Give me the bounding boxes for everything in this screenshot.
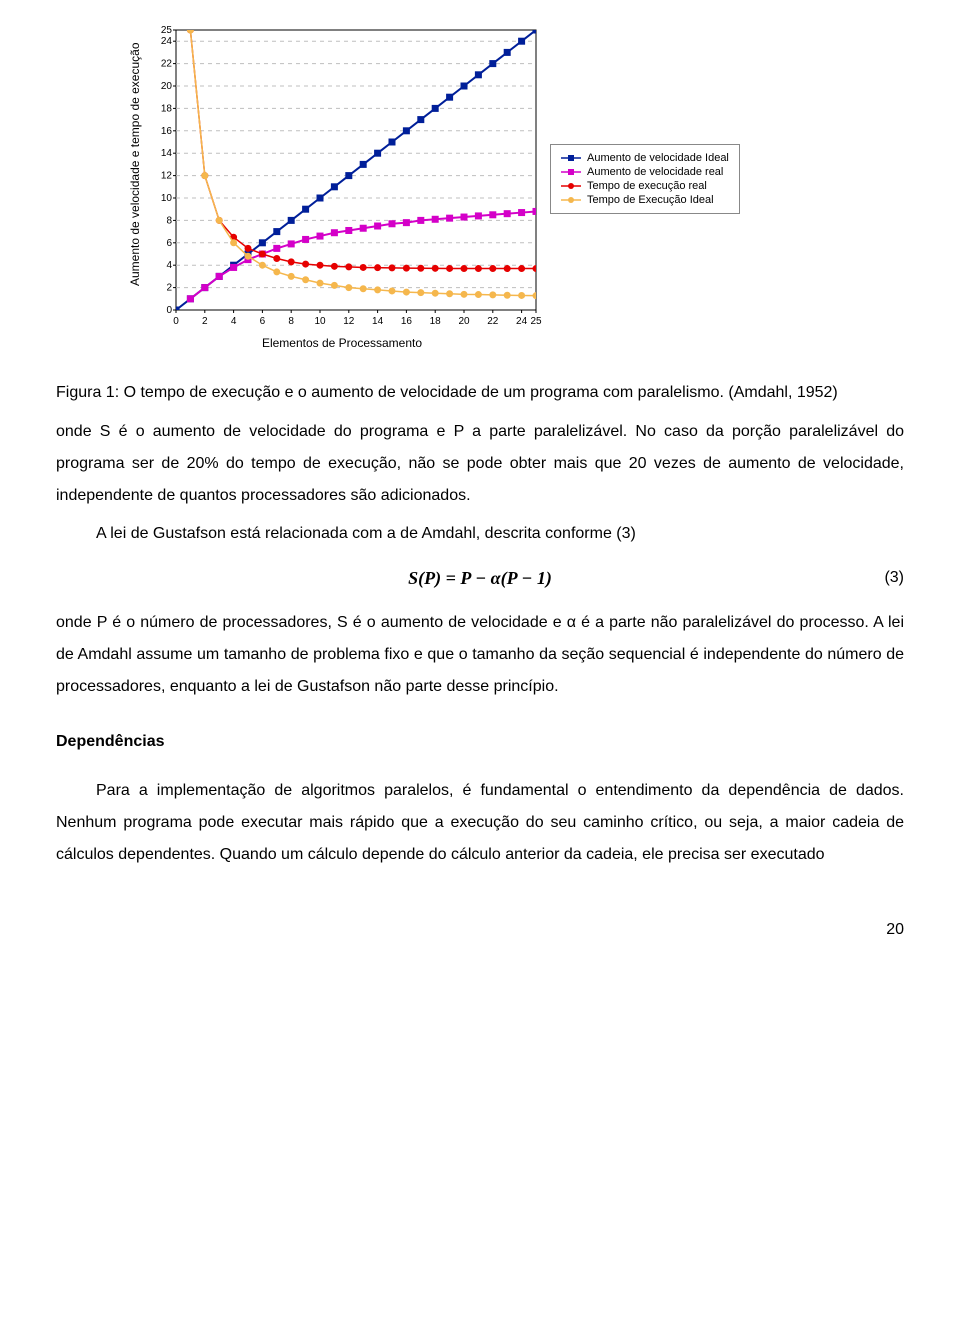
legend-label: Tempo de execução real bbox=[587, 180, 707, 192]
svg-text:22: 22 bbox=[161, 59, 173, 70]
svg-text:25: 25 bbox=[161, 25, 173, 36]
legend-item: Tempo de execução real bbox=[561, 179, 729, 193]
legend: Aumento de velocidade Ideal Aumento de ve… bbox=[550, 144, 740, 214]
legend-label: Aumento de velocidade real bbox=[587, 166, 723, 178]
svg-text:14: 14 bbox=[372, 316, 384, 327]
legend-label: Tempo de Execução Ideal bbox=[587, 194, 714, 206]
svg-text:20: 20 bbox=[458, 316, 470, 327]
svg-text:2: 2 bbox=[202, 316, 208, 327]
y-axis-label: Aumento de velocidade e tempo de execuçã… bbox=[126, 24, 142, 304]
legend-label: Aumento de velocidade Ideal bbox=[587, 152, 729, 164]
equation-3: S(P) = P − α(P − 1) (3) bbox=[56, 568, 904, 589]
svg-text:18: 18 bbox=[161, 103, 173, 114]
svg-text:24: 24 bbox=[161, 36, 173, 47]
figure-caption: Figura 1: O tempo de execução e o aument… bbox=[56, 380, 904, 406]
chart-column: 0246810121416182022242502468101214161820… bbox=[142, 24, 542, 350]
page-number: 20 bbox=[56, 921, 904, 939]
svg-text:2: 2 bbox=[166, 283, 172, 294]
svg-text:4: 4 bbox=[166, 260, 172, 271]
legend-item: Aumento de velocidade real bbox=[561, 165, 729, 179]
svg-text:14: 14 bbox=[161, 148, 173, 159]
svg-text:8: 8 bbox=[288, 316, 294, 327]
svg-text:10: 10 bbox=[314, 316, 326, 327]
chart-container: Aumento de velocidade e tempo de execuçã… bbox=[126, 24, 904, 350]
svg-text:24: 24 bbox=[516, 316, 528, 327]
svg-text:16: 16 bbox=[161, 126, 173, 137]
svg-text:6: 6 bbox=[260, 316, 266, 327]
svg-text:8: 8 bbox=[166, 215, 172, 226]
svg-text:20: 20 bbox=[161, 81, 173, 92]
svg-text:0: 0 bbox=[173, 316, 179, 327]
document-body: Figura 1: O tempo de execução e o aument… bbox=[56, 380, 904, 939]
svg-text:6: 6 bbox=[166, 238, 172, 249]
legend-item: Aumento de velocidade Ideal bbox=[561, 151, 729, 165]
equation-number: (3) bbox=[884, 569, 904, 587]
svg-text:12: 12 bbox=[343, 316, 355, 327]
svg-text:16: 16 bbox=[401, 316, 413, 327]
paragraph-4: Para a implementação de algoritmos paral… bbox=[56, 775, 904, 871]
equation-text: S(P) = P − α(P − 1) bbox=[408, 568, 552, 589]
paragraph-2: A lei de Gustafson está relacionada com … bbox=[56, 518, 904, 550]
paragraph-3: onde P é o número de processadores, S é … bbox=[56, 607, 904, 703]
chart-plot: 0246810121416182022242502468101214161820… bbox=[142, 24, 542, 334]
svg-text:12: 12 bbox=[161, 171, 173, 182]
svg-text:22: 22 bbox=[487, 316, 499, 327]
legend-item: Tempo de Execução Ideal bbox=[561, 193, 729, 207]
x-axis-label: Elementos de Processamento bbox=[262, 336, 422, 350]
svg-text:4: 4 bbox=[231, 316, 237, 327]
svg-text:18: 18 bbox=[430, 316, 442, 327]
paragraph-1: onde S é o aumento de velocidade do prog… bbox=[56, 416, 904, 512]
section-heading-dependencias: Dependências bbox=[56, 733, 904, 751]
svg-text:10: 10 bbox=[161, 193, 173, 204]
svg-text:0: 0 bbox=[166, 305, 172, 316]
svg-text:25: 25 bbox=[530, 316, 542, 327]
